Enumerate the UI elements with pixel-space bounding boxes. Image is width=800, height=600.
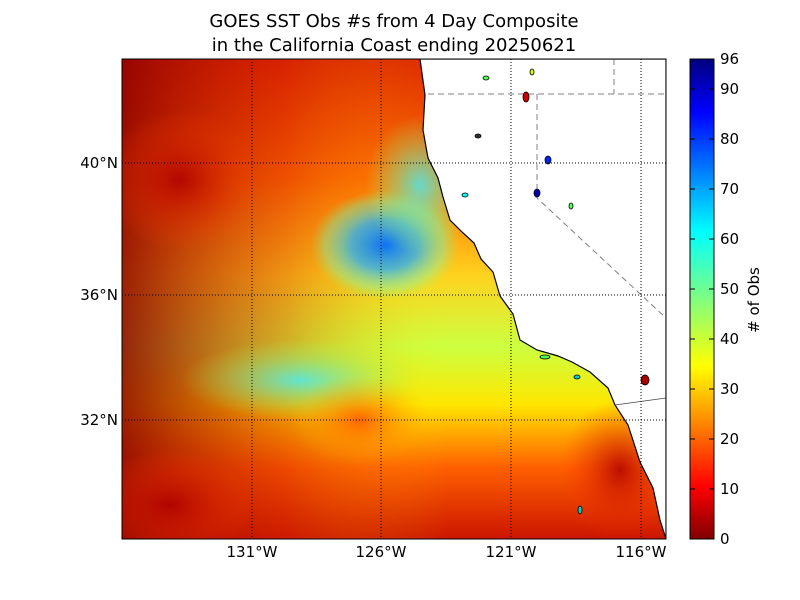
- longitude-label-116w: 116°W: [615, 543, 667, 561]
- colorbar-tick-label: 60: [720, 230, 740, 248]
- colorbar-label: # of Obs: [745, 267, 763, 333]
- colorbar-tick-label: 80: [720, 130, 740, 148]
- colorbar-tick-label: 0: [720, 530, 730, 548]
- map-frame: [121, 58, 667, 540]
- state-borders: [428, 59, 666, 319]
- land-area: [419, 59, 666, 539]
- map-title-line-1: GOES SST Obs #s from 4 Day Composite: [209, 11, 579, 32]
- latitude-label-40n: 40°N: [80, 154, 118, 172]
- graticule: [122, 59, 666, 539]
- colorbar: [689, 58, 715, 540]
- latitude-label-32n: 32°N: [80, 411, 118, 429]
- colorbar-tick-label: 50: [720, 280, 740, 298]
- colorbar-tick-label: 20: [720, 430, 740, 448]
- colorbar-tick-marks: [690, 58, 714, 540]
- longitude-label-126w: 126°W: [355, 543, 407, 561]
- inland-lakes: [461, 68, 650, 515]
- colorbar-tick-label: 30: [720, 380, 740, 398]
- colorbar-tick-label: 96: [720, 50, 740, 68]
- longitude-label-131w: 131°W: [226, 543, 278, 561]
- northwest-low-region: [122, 110, 260, 250]
- longitude-label-121w: 121°W: [485, 543, 537, 561]
- colorbar-tick-label: 40: [720, 330, 740, 348]
- colorbar-tick-label: 70: [720, 180, 740, 198]
- latitude-label-36n: 36°N: [80, 286, 118, 304]
- colorbar-tick-label: 10: [720, 480, 740, 498]
- map-title-line-2: in the California Coast ending 20250621: [211, 35, 577, 56]
- southwest-low-region: [122, 450, 255, 539]
- colorbar-tick-label: 90: [720, 80, 740, 98]
